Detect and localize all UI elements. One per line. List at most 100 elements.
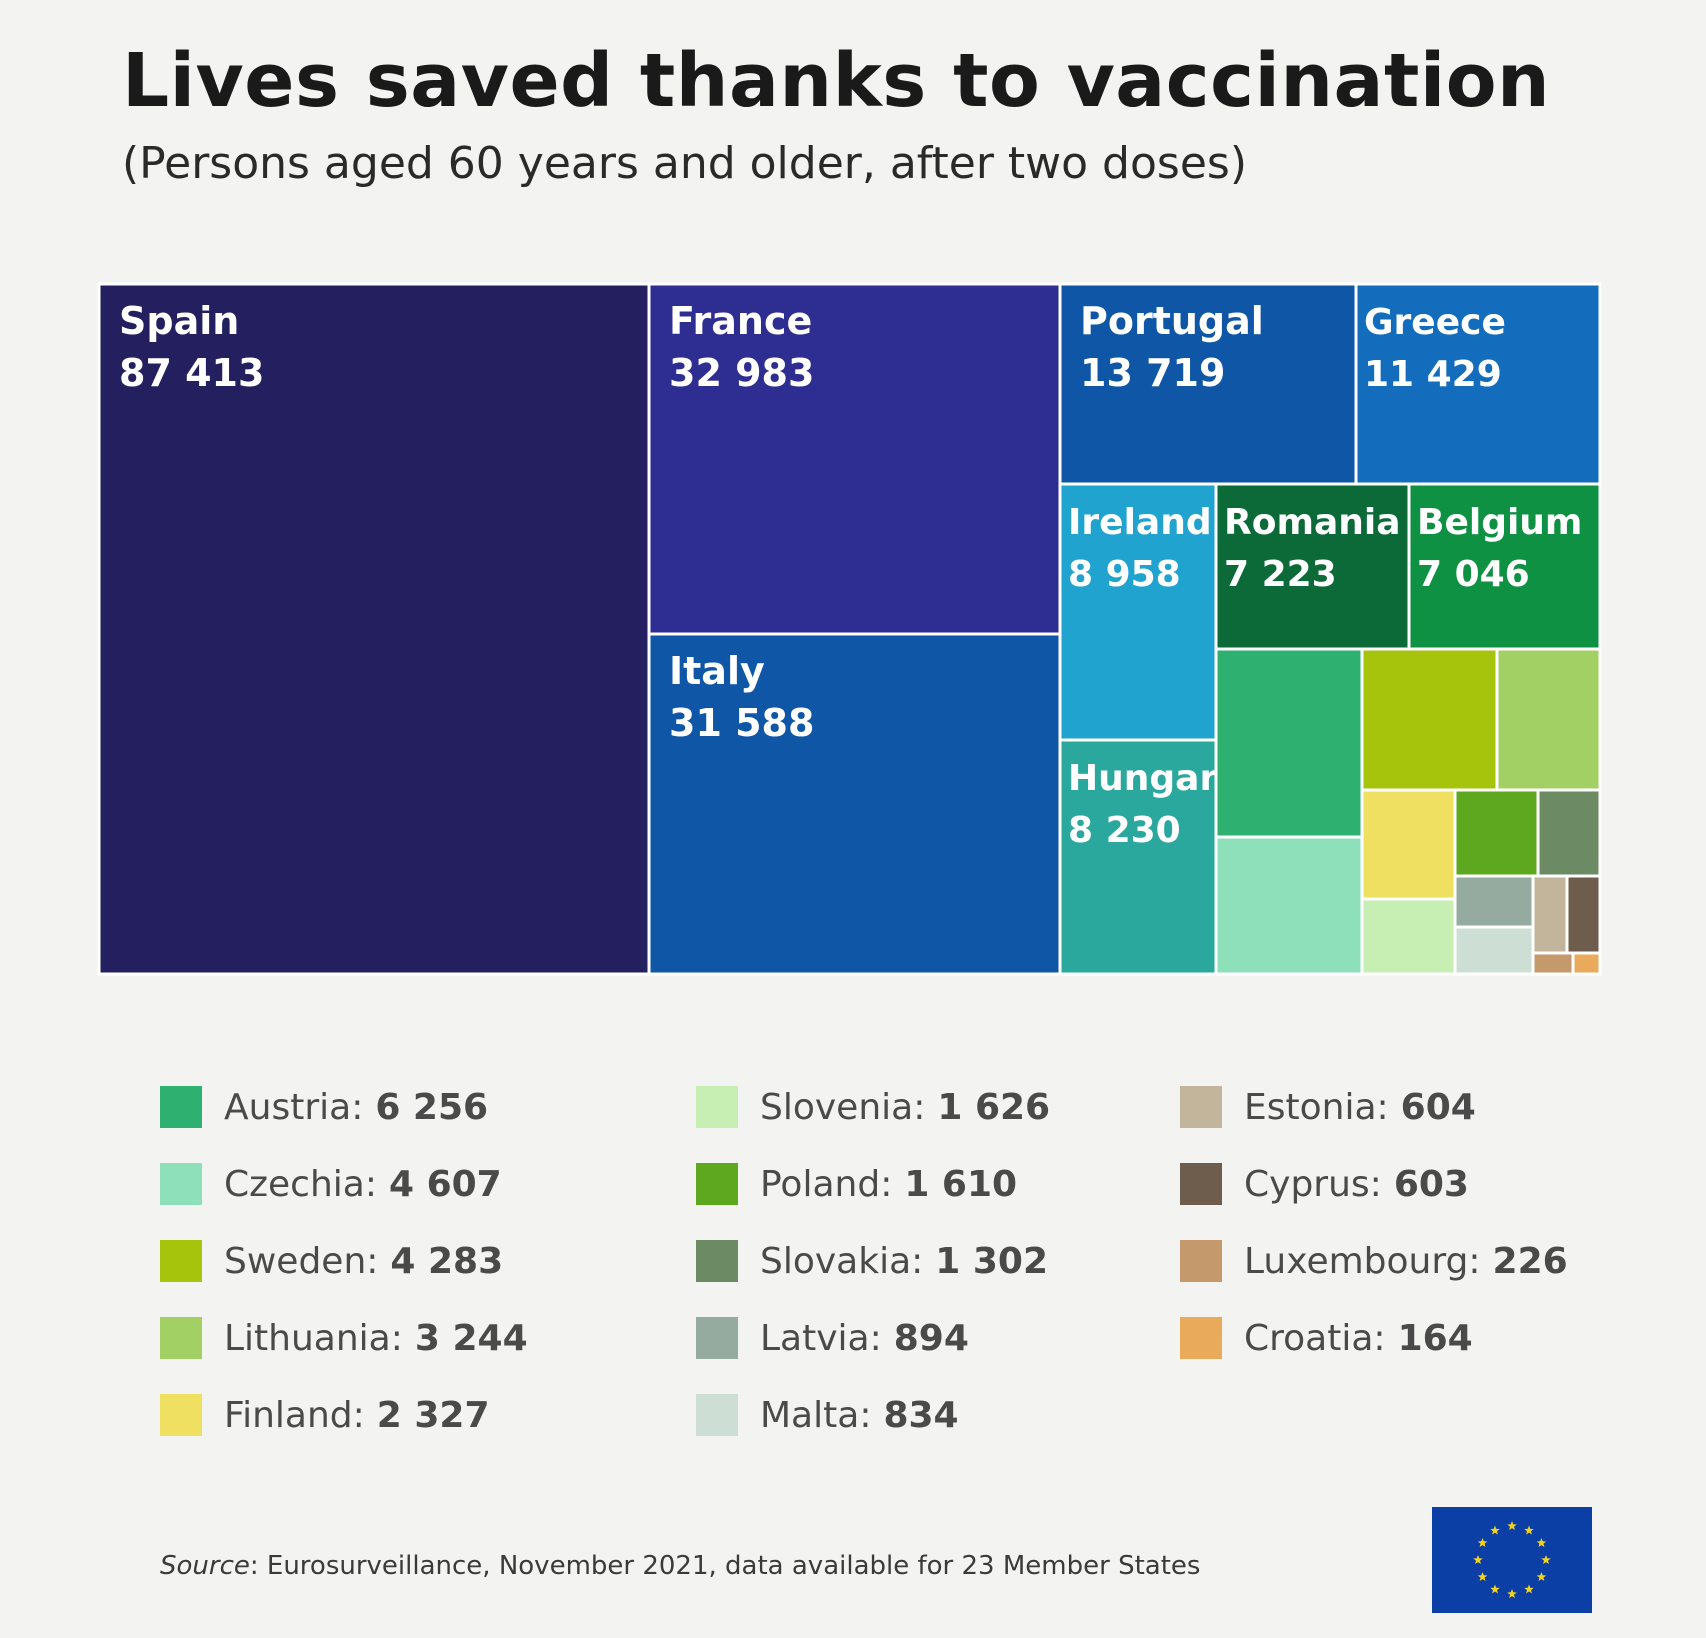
eu-star-icon: [1477, 1572, 1488, 1582]
treemap-value-portugal: 13 719: [1080, 351, 1225, 395]
legend-value: 2 327: [376, 1394, 490, 1436]
treemap-tile-estonia: [1531, 874, 1569, 955]
treemap-value-italy: 31 588: [669, 701, 814, 745]
treemap-tile-poland: [1453, 788, 1540, 878]
legend-item-latvia: Latvia:894: [696, 1317, 969, 1359]
treemap-value-france: 32 983: [669, 351, 814, 395]
eu-star-icon: [1507, 1521, 1517, 1531]
legend-item-lithuania: Lithuania:3 244: [160, 1317, 528, 1359]
source-label: Source: [160, 1551, 250, 1581]
legend-value: 3 244: [414, 1317, 528, 1359]
legend-value: 604: [1400, 1086, 1476, 1128]
legend-country-name: Latvia: [760, 1317, 870, 1359]
treemap-value-romania: 7 223: [1224, 554, 1337, 595]
legend-separator: :: [1468, 1240, 1481, 1282]
legend-country-name: Slovakia: [760, 1240, 912, 1282]
legend-swatch: [696, 1317, 738, 1359]
treemap-tile-hungary: [1058, 738, 1218, 976]
legend-swatch: [696, 1086, 738, 1128]
legend-value: 1 302: [935, 1240, 1049, 1282]
treemap-label-france: France: [669, 299, 812, 343]
treemap-value-hungary: 8 230: [1068, 810, 1181, 851]
legend-item-poland: Poland:1 610: [696, 1163, 1017, 1205]
treemap-label-belgium: Belgium: [1417, 502, 1582, 543]
treemap-tile-belgium: [1407, 482, 1602, 651]
legend-swatch: [1180, 1240, 1222, 1282]
legend-item-estonia: Estonia:604: [1180, 1086, 1476, 1128]
treemap-tile-greece: [1354, 282, 1602, 486]
eu-star-icon: [1536, 1538, 1547, 1548]
legend-value: 1 626: [937, 1086, 1051, 1128]
legend-value: 834: [883, 1394, 959, 1436]
legend-item-finland: Finland:2 327: [160, 1394, 490, 1436]
legend-value: 1 610: [904, 1163, 1018, 1205]
legend-item-cyprus: Cyprus:603: [1180, 1163, 1469, 1205]
legend-item-croatia: Croatia:164: [1180, 1317, 1473, 1359]
treemap-label-hungary: Hungary: [1068, 758, 1241, 799]
legend-country-name: Estonia: [1244, 1086, 1377, 1128]
chart-subtitle: (Persons aged 60 years and older, after …: [122, 138, 1247, 189]
legend-swatch: [160, 1394, 202, 1436]
source-note: Source: Eurosurveillance, November 2021,…: [160, 1551, 1200, 1581]
treemap-tile-finland: [1360, 788, 1457, 901]
treemap-tile-portugal: [1058, 282, 1358, 486]
legend-item-czechia: Czechia:4 607: [160, 1163, 502, 1205]
legend-value: 6 256: [375, 1086, 489, 1128]
legend-swatch: [696, 1394, 738, 1436]
treemap-tile-cyprus: [1565, 874, 1602, 955]
treemap-tile-austria: [1214, 647, 1364, 839]
legend-separator: :: [869, 1317, 882, 1359]
legend-swatch: [160, 1086, 202, 1128]
legend-value: 4 607: [389, 1163, 502, 1205]
source-text: : Eurosurveillance, November 2021, data …: [249, 1551, 1201, 1581]
eu-star-icon: [1490, 1584, 1500, 1594]
legend-value: 603: [1393, 1163, 1469, 1205]
treemap-label-portugal: Portugal: [1080, 299, 1264, 343]
eu-star-icon: [1490, 1525, 1500, 1535]
eu-star-icon: [1473, 1555, 1483, 1565]
treemap-tile-slovenia: [1360, 897, 1457, 976]
eu-star-icon: [1536, 1572, 1547, 1582]
legend-swatch: [1180, 1086, 1222, 1128]
legend-value: 164: [1397, 1317, 1473, 1359]
legend-item-malta: Malta:834: [696, 1394, 959, 1436]
legend-value: 226: [1492, 1240, 1568, 1282]
legend-separator: :: [1369, 1163, 1382, 1205]
legend-separator: :: [366, 1240, 379, 1282]
treemap-tile-malta: [1453, 925, 1535, 976]
chart-title: Lives saved thanks to vaccination: [122, 38, 1551, 124]
legend-country-name: Austria: [224, 1086, 352, 1128]
legend-separator: :: [859, 1394, 872, 1436]
eu-star-icon: [1524, 1584, 1534, 1594]
treemap-tile-sweden: [1360, 647, 1499, 792]
legend-swatch: [1180, 1317, 1222, 1359]
legend-swatch: [696, 1163, 738, 1205]
legend-country-name: Slovenia: [760, 1086, 914, 1128]
legend-country-name: Sweden: [224, 1240, 367, 1282]
legend-country-name: Lithuania: [224, 1317, 391, 1359]
legend-swatch: [160, 1317, 202, 1359]
legend-item-luxembourg: Luxembourg:226: [1180, 1240, 1568, 1282]
eu-flag-logo: [1432, 1507, 1592, 1613]
legend-separator: :: [390, 1317, 403, 1359]
legend-separator: :: [911, 1240, 924, 1282]
eu-star-icon: [1524, 1525, 1534, 1535]
treemap-label-romania: Romania: [1224, 502, 1401, 543]
legend-country-name: Malta: [760, 1394, 860, 1436]
treemap-tile-lithuania: [1495, 647, 1602, 792]
legend-country-name: Poland: [760, 1163, 881, 1205]
treemap-tile-spain: [97, 282, 651, 976]
treemap-value-belgium: 7 046: [1417, 554, 1530, 595]
treemap-tile-france: [647, 282, 1062, 636]
legend-item-austria: Austria:6 256: [160, 1086, 488, 1128]
treemap-value-ireland: 8 958: [1068, 554, 1181, 595]
legend-value: 894: [893, 1317, 969, 1359]
treemap-tile-italy: [647, 632, 1062, 976]
treemap-tile-romania: [1214, 482, 1411, 651]
treemap-tile-czechia: [1214, 835, 1364, 976]
legend-country-name: Luxembourg: [1244, 1240, 1469, 1282]
legend-country-name: Croatia: [1244, 1317, 1374, 1359]
legend-item-slovenia: Slovenia:1 626: [696, 1086, 1050, 1128]
treemap-tile-ireland: [1058, 482, 1218, 742]
treemap-tile-luxembourg: [1531, 951, 1575, 976]
